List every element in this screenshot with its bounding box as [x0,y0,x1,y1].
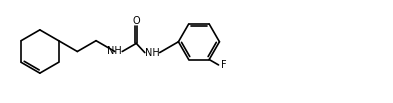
Text: NH: NH [145,48,160,58]
Text: F: F [221,60,227,70]
Text: O: O [132,16,140,26]
Text: NH: NH [107,46,122,57]
